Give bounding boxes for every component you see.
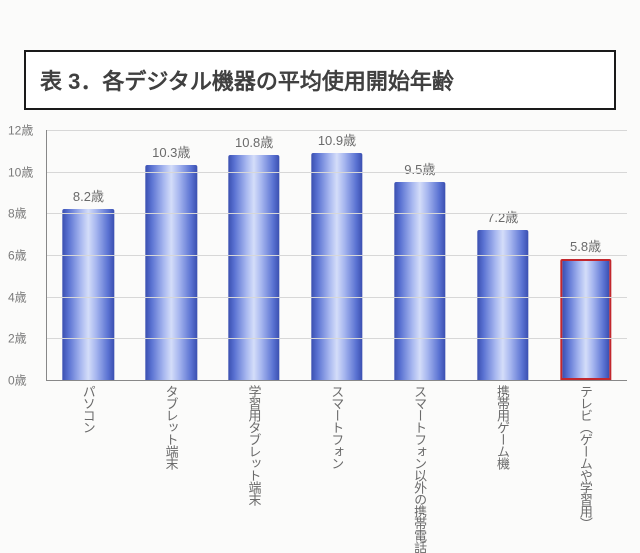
bar [394, 182, 445, 380]
y-tick-label: 6歳 [8, 247, 27, 264]
bar-value-label: 5.8歳 [570, 236, 601, 255]
bar-value-label: 8.2歳 [73, 186, 104, 205]
y-tick-label: 8歳 [8, 205, 27, 222]
y-tick-label: 4歳 [8, 288, 27, 305]
category-label: スマートフォン [329, 385, 343, 469]
bar [63, 209, 114, 380]
gridline [47, 255, 627, 256]
bar-value-label: 7.2歳 [487, 207, 518, 226]
category-label: 携帯用ゲーム機 [495, 385, 509, 469]
gridline [47, 172, 627, 173]
y-tick-label: 2歳 [8, 330, 27, 347]
bar [477, 230, 528, 380]
category-label: パソコン [80, 385, 94, 433]
gridline [47, 338, 627, 339]
bar [228, 155, 279, 380]
category-label: スマートフォン以外の携帯電話 [412, 385, 426, 553]
bar [560, 259, 611, 380]
bar-value-label: 10.3歳 [152, 142, 190, 161]
y-tick-label: 12歳 [8, 122, 33, 139]
bar [146, 165, 197, 380]
y-tick-label: 0歳 [8, 372, 27, 389]
chart-title: 表 3．各デジタル機器の平均使用開始年齢 [40, 69, 454, 94]
chart-title-box: 表 3．各デジタル機器の平均使用開始年齢 [24, 50, 616, 110]
gridline [47, 213, 627, 214]
chart-container: 8.2歳 10.3歳 10.8歳 10.9歳 9.5歳 7.2歳 5.8歳 0歳 2歳 4歳 6歳… [6, 130, 626, 540]
category-label: 学習用タブレット端末 [246, 385, 260, 505]
bar-value-label: 10.8歳 [235, 132, 273, 151]
y-tick-label: 10歳 [8, 163, 33, 180]
gridline [47, 130, 627, 131]
bar-value-label: 9.5歳 [404, 159, 435, 178]
bar-value-label: 10.9歳 [318, 130, 356, 149]
category-label: テレビ（ゲームや学習用） [578, 385, 592, 529]
gridline [47, 297, 627, 298]
category-label: タブレット端末 [163, 385, 177, 469]
plot-area: 8.2歳 10.3歳 10.8歳 10.9歳 9.5歳 7.2歳 5.8歳 [46, 130, 627, 381]
bar [311, 153, 362, 380]
